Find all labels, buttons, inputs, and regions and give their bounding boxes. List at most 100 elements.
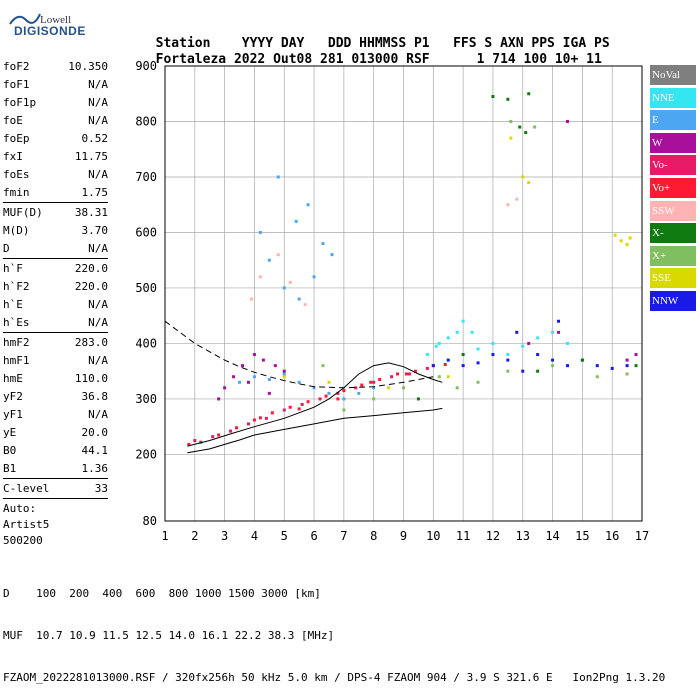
echo-point-nne — [491, 341, 495, 345]
echo-point-vo — [324, 394, 328, 398]
echo-point-x — [580, 358, 584, 362]
param-row: M(D) 3.70 — [3, 222, 108, 240]
echo-point-vo — [300, 402, 304, 406]
param-name: foF2 — [3, 60, 30, 73]
param-row: B0 44.1 — [3, 442, 108, 460]
echo-point-sse — [625, 243, 629, 247]
echo-point-vo — [390, 375, 394, 379]
header-label-station: Station — [155, 36, 211, 51]
param-value: N/A — [88, 96, 108, 109]
profile-dashed-trace — [164, 320, 434, 389]
echo-point-sse — [327, 380, 331, 384]
param-name: yE — [3, 426, 17, 439]
param-row: foEp 0.52 — [3, 130, 108, 148]
param-row: hmF1 N/A — [3, 352, 108, 370]
param-value: 220.0 — [74, 280, 108, 293]
param-name: C-level — [3, 482, 50, 495]
echo-point-nnw — [536, 353, 540, 357]
echo-point-vo — [270, 411, 274, 415]
param-row: foF1p N/A — [3, 94, 108, 112]
param-value: 36.8 — [81, 390, 109, 403]
echo-point-vo — [378, 378, 382, 382]
echo-point-e — [238, 380, 242, 384]
divider — [3, 498, 108, 499]
param-value: 283.0 — [74, 336, 108, 349]
echo-point-vo — [354, 386, 358, 390]
x-tick-label: 12 — [486, 529, 500, 543]
legend-item: W — [650, 132, 696, 153]
echo-point-vo — [229, 429, 233, 433]
param-name: h`F2 — [3, 280, 30, 293]
echo-points — [187, 92, 638, 446]
echo-point-x — [476, 380, 480, 384]
echo-point-vo — [443, 363, 447, 367]
param-name: foE — [3, 114, 23, 127]
param-value: 11.75 — [74, 150, 108, 163]
footer: D 100 200 400 600 800 1000 1500 3000 [km… — [3, 559, 665, 699]
y-tick-label: 80 — [143, 514, 157, 528]
echo-point-vo — [235, 426, 239, 430]
echo-point-vo — [318, 397, 322, 401]
param-row: h`E N/A — [3, 296, 108, 314]
echo-point-nnw — [551, 358, 555, 362]
param-value: 0.52 — [81, 132, 109, 145]
echo-point-w — [252, 353, 256, 357]
echo-point-nne — [476, 347, 480, 351]
echo-point-e — [372, 386, 376, 390]
echo-point-x — [321, 364, 325, 368]
legend-item: NoVal — [650, 65, 696, 85]
x-tick-label: 3 — [221, 529, 228, 543]
legend-item: Vo+ — [650, 177, 696, 198]
echo-point-e — [282, 286, 286, 290]
echo-point-e — [267, 378, 271, 382]
echo-point-vo — [288, 405, 292, 409]
param-name: hmF1 — [3, 354, 30, 367]
echo-point-sse — [387, 386, 391, 390]
echo-point-nne — [437, 341, 441, 345]
param-value: N/A — [88, 78, 108, 91]
param-row: h`F2 220.0 — [3, 278, 108, 296]
echo-point-x — [416, 397, 420, 401]
echo-point-nne — [461, 319, 465, 323]
param-value: 1.75 — [81, 186, 109, 199]
logo-line1: Lowell — [40, 14, 72, 26]
param-name: MUF(D) — [3, 206, 43, 219]
param-value: N/A — [88, 408, 108, 421]
echo-point-vo — [404, 372, 408, 376]
echo-point-vo — [252, 418, 256, 422]
virtual-height-trace — [187, 407, 443, 454]
y-tick-label: 500 — [135, 281, 157, 295]
grid — [165, 66, 642, 521]
echo-point-nnw — [506, 358, 510, 362]
x-tick-label: 10 — [426, 529, 440, 543]
echo-point-x — [506, 97, 510, 101]
echo-point-vo — [425, 366, 429, 370]
header-value-station: Fortaleza — [155, 52, 227, 67]
echo-point-w — [273, 364, 277, 368]
echo-point-x — [551, 364, 555, 368]
param-name: fxI — [3, 150, 23, 163]
echo-point-vo — [342, 389, 346, 393]
param-name: yF2 — [3, 390, 23, 403]
echo-point-e — [252, 375, 256, 379]
param-row: yE 20.0 — [3, 424, 108, 442]
divider — [3, 258, 108, 259]
echo-point-x — [509, 119, 513, 123]
echo-point-nne — [536, 336, 540, 340]
echo-point-nnw — [515, 330, 519, 334]
echo-point-e — [312, 275, 316, 279]
param-row: h`Es N/A — [3, 314, 108, 332]
echo-point-e — [357, 391, 361, 395]
echo-point-nnw — [521, 369, 525, 373]
echo-point-nnw — [431, 364, 435, 368]
param-value: 1.36 — [81, 462, 109, 475]
echo-point-x — [506, 369, 510, 373]
logo-wave-icon — [9, 13, 41, 25]
echo-point-e — [297, 297, 301, 301]
echo-point-nne — [551, 330, 555, 334]
echo-point-vo — [282, 408, 286, 412]
param-value: N/A — [88, 354, 108, 367]
param-name: B0 — [3, 444, 17, 457]
auto-program: Artist5 — [3, 518, 50, 531]
echo-point-vo — [297, 407, 301, 411]
